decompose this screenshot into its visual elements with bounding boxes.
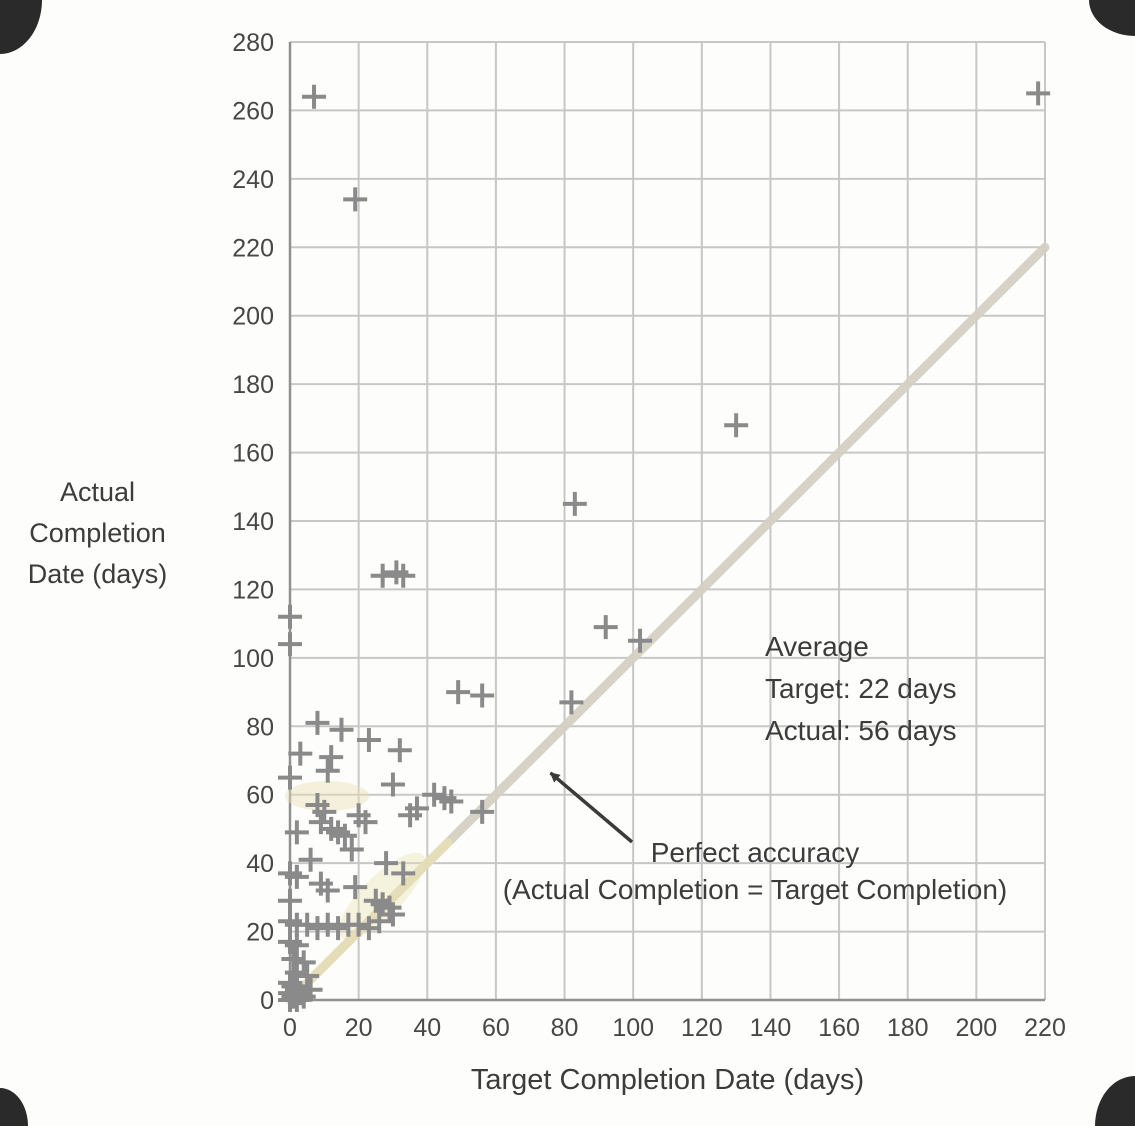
- data-point-marker: [346, 912, 371, 937]
- data-point-marker: [343, 187, 368, 212]
- data-point-marker: [284, 864, 309, 889]
- data-point-marker: [315, 878, 340, 903]
- y-tick-label: 80: [246, 713, 274, 741]
- perfect-accuracy-label-line2: (Actual Completion = Target Completion): [502, 874, 1008, 905]
- data-point-marker: [374, 851, 399, 876]
- y-tick-label: 280: [232, 29, 274, 57]
- data-point-marker: [470, 683, 495, 708]
- x-tick-label: 120: [681, 1014, 723, 1042]
- y-tick-label: 220: [232, 234, 274, 262]
- y-tick-label: 200: [232, 303, 274, 331]
- data-point-marker: [298, 847, 323, 872]
- data-point-marker: [356, 727, 381, 752]
- data-point-marker: [295, 912, 320, 937]
- data-point-marker: [315, 758, 340, 783]
- y-tick-label: 180: [232, 371, 274, 399]
- x-tick-label: 140: [750, 1014, 792, 1042]
- y-axis-title: Actual Completion Date (days): [0, 472, 195, 595]
- y-tick-label: 140: [232, 508, 274, 536]
- data-point-marker: [380, 902, 405, 927]
- data-point-marker: [278, 888, 302, 913]
- data-point-marker: [628, 628, 653, 653]
- x-tick-label: 220: [1024, 1014, 1066, 1042]
- y-tick-label: 120: [232, 576, 274, 604]
- x-tick-label: 60: [482, 1014, 510, 1042]
- data-point-marker: [422, 782, 447, 807]
- data-point-marker: [329, 717, 354, 742]
- data-point-marker: [387, 738, 412, 763]
- x-tick-label: 180: [887, 1014, 929, 1042]
- data-point-marker: [315, 912, 340, 937]
- data-point-marker: [1026, 81, 1051, 106]
- data-point-marker: [446, 680, 471, 705]
- data-point-marker: [278, 604, 302, 629]
- data-point-marker: [724, 413, 749, 438]
- data-point-marker: [380, 772, 405, 797]
- y-tick-label: 60: [246, 782, 274, 810]
- y-axis-title-line1: Actual: [59, 477, 136, 507]
- data-point-marker: [332, 823, 357, 848]
- y-tick-label: 100: [232, 645, 274, 673]
- data-point-marker: [305, 710, 330, 735]
- data-point-marker: [281, 946, 306, 971]
- data-point-marker: [439, 789, 464, 814]
- x-tick-label: 160: [818, 1014, 860, 1042]
- y-axis-title-line3: Date (days): [27, 559, 168, 589]
- y-tick-label: 0: [260, 987, 274, 1015]
- data-point-marker: [398, 803, 423, 828]
- perfect-accuracy-label: Perfect accuracy (Actual Completion = Ta…: [415, 834, 1095, 908]
- data-point-marker: [326, 916, 351, 941]
- average-annotation-line1: Average: [765, 631, 869, 662]
- data-point-marker: [278, 632, 302, 657]
- x-tick-label: 100: [612, 1014, 654, 1042]
- x-tick-label: 200: [956, 1014, 998, 1042]
- data-point-marker: [559, 690, 584, 715]
- data-point-marker: [302, 84, 327, 109]
- x-tick-label: 20: [345, 1014, 373, 1042]
- data-point-marker: [278, 765, 302, 790]
- y-tick-label: 260: [232, 97, 274, 125]
- data-point-marker: [284, 933, 309, 958]
- data-point-marker: [319, 745, 344, 770]
- data-point-marker: [312, 799, 337, 824]
- x-tick-label: 80: [551, 1014, 579, 1042]
- data-point-marker: [367, 909, 392, 934]
- data-point-marker: [339, 837, 364, 862]
- y-tick-label: 20: [246, 919, 274, 947]
- x-axis-title: Target Completion Date (days): [470, 1064, 865, 1096]
- data-point-marker: [284, 820, 309, 845]
- data-point-marker: [298, 977, 323, 1002]
- data-point-marker: [370, 563, 395, 588]
- x-tick-label: 0: [283, 1014, 297, 1042]
- average-annotation: Average Target: 22 days Actual: 56 days: [765, 626, 956, 752]
- data-point-marker: [295, 964, 320, 989]
- data-point-marker: [305, 916, 330, 941]
- data-point-marker: [288, 741, 313, 766]
- x-tick-label: 40: [413, 1014, 441, 1042]
- data-point-marker: [391, 861, 416, 886]
- data-point-marker: [593, 615, 618, 640]
- average-annotation-line3: Actual: 56 days: [765, 715, 957, 746]
- average-annotation-line2: Target: 22 days: [765, 673, 957, 704]
- data-point-marker: [391, 563, 416, 588]
- data-point-marker: [470, 799, 495, 824]
- y-axis-title-line2: Completion: [29, 518, 166, 548]
- y-tick-label: 240: [232, 166, 274, 194]
- data-point-marker: [343, 875, 368, 900]
- perfect-accuracy-label-line1: Perfect accuracy: [650, 837, 860, 868]
- data-point-marker: [562, 491, 587, 516]
- data-point-marker: [353, 810, 378, 835]
- y-tick-label: 160: [232, 440, 274, 468]
- y-tick-label: 40: [246, 850, 274, 878]
- annotation-arrow: [549, 771, 634, 844]
